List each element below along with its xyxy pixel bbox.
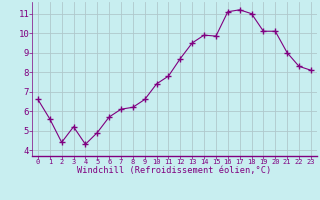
X-axis label: Windchill (Refroidissement éolien,°C): Windchill (Refroidissement éolien,°C) — [77, 166, 272, 175]
